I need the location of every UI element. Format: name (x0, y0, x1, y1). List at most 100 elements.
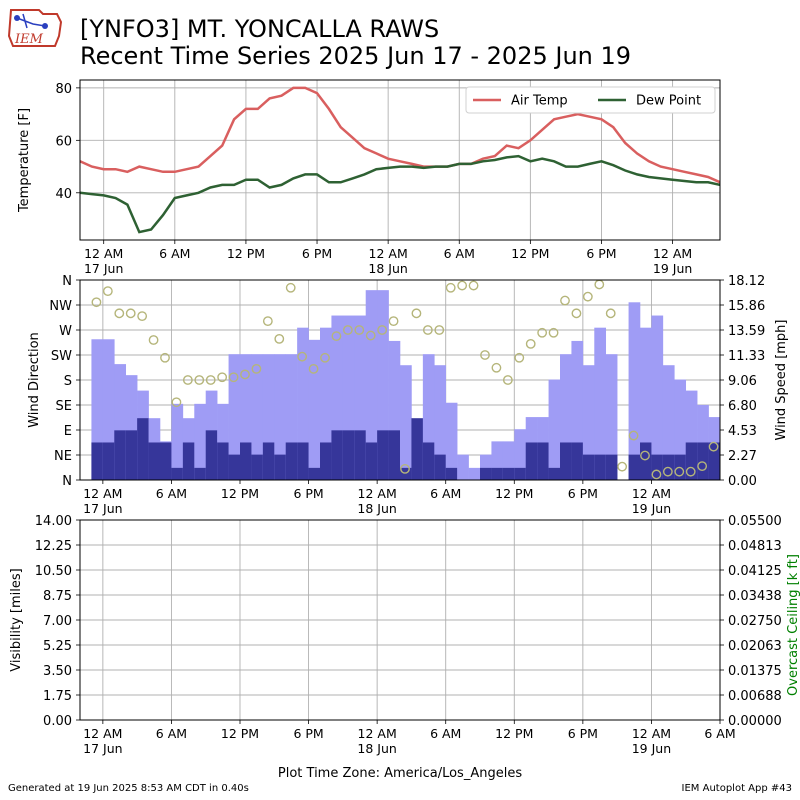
wind-speed-bar (571, 442, 584, 480)
wind-speed-bar (685, 442, 698, 480)
wind-gust-bar (125, 375, 138, 480)
temperature-xtick-label: 6 AM (444, 246, 475, 261)
ceiling-tick-label: 0.03438 (728, 589, 782, 604)
wind-gust-bar (262, 354, 275, 480)
wind-direction-marker (91, 297, 102, 308)
vis-tick-label: 3.50 (43, 664, 72, 679)
temperature-xtick-label: 12 PM (227, 246, 265, 261)
wind-gust-bar (594, 327, 607, 480)
wind-direction-marker (502, 375, 513, 385)
wind-dir-tick-label: NW (49, 299, 72, 314)
wind-speed-bar (582, 454, 595, 480)
wind-speed-bar (320, 442, 332, 480)
wind-direction-marker (662, 466, 673, 477)
wind-gust-bar (274, 354, 287, 480)
wind-gust-bar (651, 315, 664, 480)
wind-direction-marker (308, 363, 319, 374)
wind-gust-bar (171, 403, 184, 480)
wind-xtick-label: 6 AM (156, 486, 187, 501)
wind-direction-marker (274, 333, 285, 344)
wind-gust-bar (114, 364, 127, 480)
visibility-xtick-label: 6 AM (430, 726, 461, 741)
wind-direction-marker (548, 327, 559, 338)
wind-direction-marker (297, 351, 308, 362)
wind-xtick-date: 17 Jun (83, 501, 122, 516)
wind-direction-marker (354, 325, 365, 335)
wind-speed-bar (491, 467, 504, 480)
wind-speed-bar (102, 442, 115, 480)
wind-direction-marker (697, 461, 708, 472)
wind-dir-tick-label: SW (51, 349, 72, 364)
wind-direction-marker (388, 316, 399, 327)
wind-speed-bar (137, 418, 149, 480)
wind-direction-marker (480, 350, 490, 360)
wind-gust-bar (297, 327, 309, 480)
vis-tick-label: 8.75 (43, 589, 72, 604)
wind-speed-bar (194, 467, 207, 480)
wind-direction-marker (125, 308, 136, 319)
app-note: IEM Autoplot App #43 (681, 783, 792, 794)
wind-speed-bar (525, 442, 538, 480)
wind-direction-marker (182, 375, 193, 385)
legend-label: Dew Point (636, 94, 701, 109)
wind-speed-bar (274, 454, 287, 480)
temperature-xtick-label: 12 AM (369, 246, 408, 261)
wind-gust-bar (422, 354, 435, 480)
wind-gust-bar (194, 403, 207, 480)
wind-xtick-label: 6 PM (568, 486, 598, 501)
title-line-2: Recent Time Series 2025 Jun 17 - 2025 Ju… (80, 42, 632, 70)
temperature-xtick-date: 17 Jun (84, 261, 123, 276)
temp-ytick-label: 60 (55, 134, 72, 149)
wind-direction-marker (457, 280, 468, 291)
wind-speed-bar (342, 430, 355, 480)
wind-gust-bar (628, 302, 641, 480)
wind-speed-bar (262, 442, 275, 480)
wind-ylabel-left: Wind Direction (27, 332, 42, 428)
wind-speed-bar (182, 442, 195, 480)
temperature-xtick-label: 12 AM (653, 246, 692, 261)
visibility-xtick-label: 6 PM (293, 726, 323, 741)
wind-speed-bar (422, 442, 435, 480)
wind-gust-bar (674, 379, 687, 480)
wind-direction-marker (582, 291, 593, 302)
temperature-xtick-label: 6 PM (586, 246, 616, 261)
wind-xtick-label: 12 AM (358, 486, 397, 501)
wind-direction-marker (514, 352, 525, 363)
wind-speed-tick-label: 0.00 (728, 474, 757, 489)
wind-gust-bar (468, 467, 481, 480)
wind-direction-marker (331, 331, 342, 342)
wind-direction-marker (468, 280, 479, 291)
temperature-xtick-label: 12 PM (511, 246, 549, 261)
wind-speed-tick-label: 9.06 (728, 374, 757, 389)
wind-gust-bar (377, 290, 389, 480)
wind-speed-bar (628, 454, 641, 480)
visibility-xtick-label: 12 AM (632, 726, 671, 741)
wind-direction-marker (491, 362, 502, 373)
vis-tick-label: 7.00 (43, 614, 72, 629)
wind-direction-marker (262, 316, 273, 327)
legend-label: Air Temp (511, 94, 568, 109)
wind-dir-tick-label: E (64, 424, 72, 439)
wind-speed-bar (434, 454, 447, 480)
wind-direction-marker (365, 330, 376, 341)
wind-speed-bar (560, 442, 572, 480)
wind-speed-bar (708, 442, 721, 480)
wind-direction-marker (377, 325, 388, 335)
wind-gust-bar (217, 403, 229, 480)
iem-logo: IEM (7, 9, 63, 47)
wind-direction-marker (434, 325, 445, 335)
wind-direction-marker (240, 369, 250, 380)
wind-xtick-date: 18 Jun (357, 501, 396, 516)
wind-direction-marker (537, 327, 548, 338)
wind-direction-marker (628, 430, 639, 441)
wind-direction-marker (148, 335, 159, 345)
wind-gust-bar (320, 327, 332, 480)
wind-xtick-label: 6 AM (430, 486, 461, 501)
ceiling-tick-label: 0.04813 (728, 539, 782, 554)
wind-xtick-label: 12 AM (632, 486, 671, 501)
wind-speed-bar (205, 430, 218, 480)
wind-gust-bar (514, 429, 527, 480)
vis-tick-label: 1.75 (43, 689, 72, 704)
wind-gust-bar (342, 315, 355, 480)
